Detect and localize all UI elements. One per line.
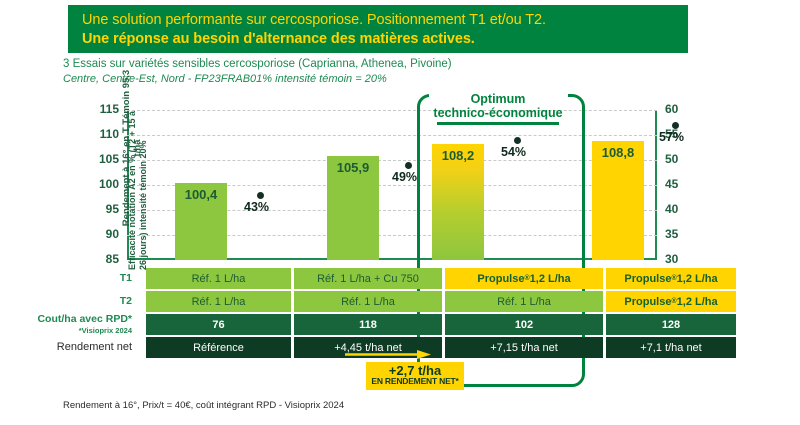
table-cell: 102 (445, 314, 603, 335)
table-row-label-text: T2 (119, 295, 132, 307)
chart-bar: 100,4 (175, 183, 227, 260)
comparison-table: T1 Réf. 1 L/ha Réf. 1 L/ha + Cu 750 Propuls… (26, 268, 736, 360)
table-row: T2 Réf. 1 L/ha Réf. 1 L/ha Réf. 1 L/ha Propu… (26, 291, 736, 312)
table-cell: 118 (294, 314, 442, 335)
table-row-label: T2 (26, 291, 137, 312)
table-row-label: Cout/ha avec RPD* *Visioprix 2024 (26, 312, 137, 335)
table-row-label-text: Cout/ha avec RPD* (37, 312, 132, 325)
scatter-point (672, 121, 679, 129)
gridline (127, 210, 657, 211)
optimum-label: Optimum technico-économique (417, 92, 579, 120)
scatter-point-label: 57% (659, 130, 685, 144)
scatter-point (514, 136, 521, 144)
table-row-label: T1 (26, 268, 137, 289)
table-row: Cout/ha avec RPD* *Visioprix 2024 76 118 102… (26, 312, 736, 335)
y-tick-right: 55 (665, 127, 679, 141)
table-cell: Référence (146, 337, 291, 358)
table-cell: +7,15 t/ha net (445, 337, 603, 358)
table-cell: Réf. 1 L/ha (146, 291, 291, 312)
net-yield-callout: +2,7 t/ha EN RENDEMENT NET* (366, 362, 464, 390)
scatter-point (405, 161, 412, 169)
table-row-label-text: T1 (119, 272, 132, 284)
y-axis-right-title-text: Efficacité notation A2 en % (T2 + 15 à 2… (127, 111, 148, 270)
table-row-label-note: *Visioprix 2024 (78, 325, 132, 335)
chart-bar: 108,2 (432, 144, 484, 260)
gridline (127, 160, 657, 161)
scatter-point-label: 49% (392, 170, 418, 184)
gridline (127, 110, 657, 111)
gridline (127, 235, 657, 236)
chart-bar: 108,8 (592, 141, 644, 260)
bar-value-label: 100,4 (184, 187, 218, 202)
table-cell: 76 (146, 314, 291, 335)
header-banner: Une solution performante sur cercosporio… (68, 5, 688, 53)
optimum-label-line-1: Optimum (470, 92, 526, 106)
footnote: Rendement à 16°, Prix/t = 40€, coût inté… (63, 400, 345, 411)
bar-value-label: 108,2 (441, 148, 475, 163)
y-tick-right: 50 (665, 152, 679, 166)
y-tick-left: 100 (98, 177, 119, 191)
y-tick-right: 45 (665, 177, 679, 191)
table-cell: +7,1 t/ha net (606, 337, 736, 358)
table-cell: 128 (606, 314, 736, 335)
chart-area: 115 110 105 100 95 90 85 60 55 50 45 40 35 30 100,4 1… (99, 70, 684, 270)
table-cell: Réf. 1 L/ha (294, 291, 442, 312)
bar-value-label: 105,9 (336, 159, 370, 175)
y-tick-right: 60 (665, 102, 679, 116)
optimum-box-mask (429, 91, 568, 100)
scatter-point (257, 191, 264, 199)
table-cell: +4,45 t/ha net (294, 337, 442, 358)
optimum-label-line-2: technico-économique (433, 106, 563, 120)
table-cell: Propulse ® 1,2 L/ha (606, 268, 736, 289)
y-tick-left: 95 (105, 202, 119, 216)
y-tick-right: 30 (665, 252, 679, 266)
net-yield-value: +2,7 t/ha (388, 363, 442, 378)
gridline (127, 185, 657, 186)
optimum-underline (437, 122, 559, 125)
net-yield-caption: EN RENDEMENT NET* (371, 376, 459, 386)
gain-arrow-icon (345, 350, 431, 359)
table-cell: Réf. 1 L/ha (445, 291, 603, 312)
y-tick-left: 90 (105, 227, 119, 241)
table-cell: Propulse ® 1,2 L/ha (606, 291, 736, 312)
scatter-point-label: 43% (244, 200, 270, 214)
table-cell: Propulse ® 1,2 L/ha (445, 268, 603, 289)
subtitle-line-2: Centre, Centre-Est, Nord - FP23FRAB01% i… (63, 73, 387, 85)
y-axis-right-title: Efficacité notation A2 en % (T2 + 15 à 2… (127, 100, 149, 270)
y-tick-left: 115 (99, 102, 119, 116)
banner-line-2: Une réponse au besoin d'alternance des m… (82, 31, 475, 47)
y-tick-right: 40 (665, 202, 679, 216)
y-tick-right: 35 (665, 227, 679, 241)
gridline (127, 135, 657, 136)
subtitle-line-1: 3 Essais sur variétés sensibles cercospo… (63, 58, 452, 70)
table-row-label: Rendement net (26, 337, 137, 358)
chart-bar: 105,9 (327, 155, 379, 260)
table-cell: Réf. 1 L/ha (146, 268, 291, 289)
table-row: T1 Réf. 1 L/ha Réf. 1 L/ha + Cu 750 Propuls… (26, 268, 736, 289)
scatter-point-label: 54% (501, 145, 527, 159)
y-tick-left: 105 (98, 152, 119, 166)
table-cell: Réf. 1 L/ha + Cu 750 (294, 268, 442, 289)
y-tick-left: 110 (99, 127, 119, 141)
y-tick-left: 85 (105, 252, 119, 266)
table-row-label-text: Rendement net (56, 341, 132, 353)
bar-value-label: 108,8 (601, 145, 635, 160)
table-row: Rendement net Référence +4,45 t/ha net +7,1… (26, 337, 736, 358)
banner-line-1: Une solution performante sur cercosporio… (82, 12, 546, 28)
